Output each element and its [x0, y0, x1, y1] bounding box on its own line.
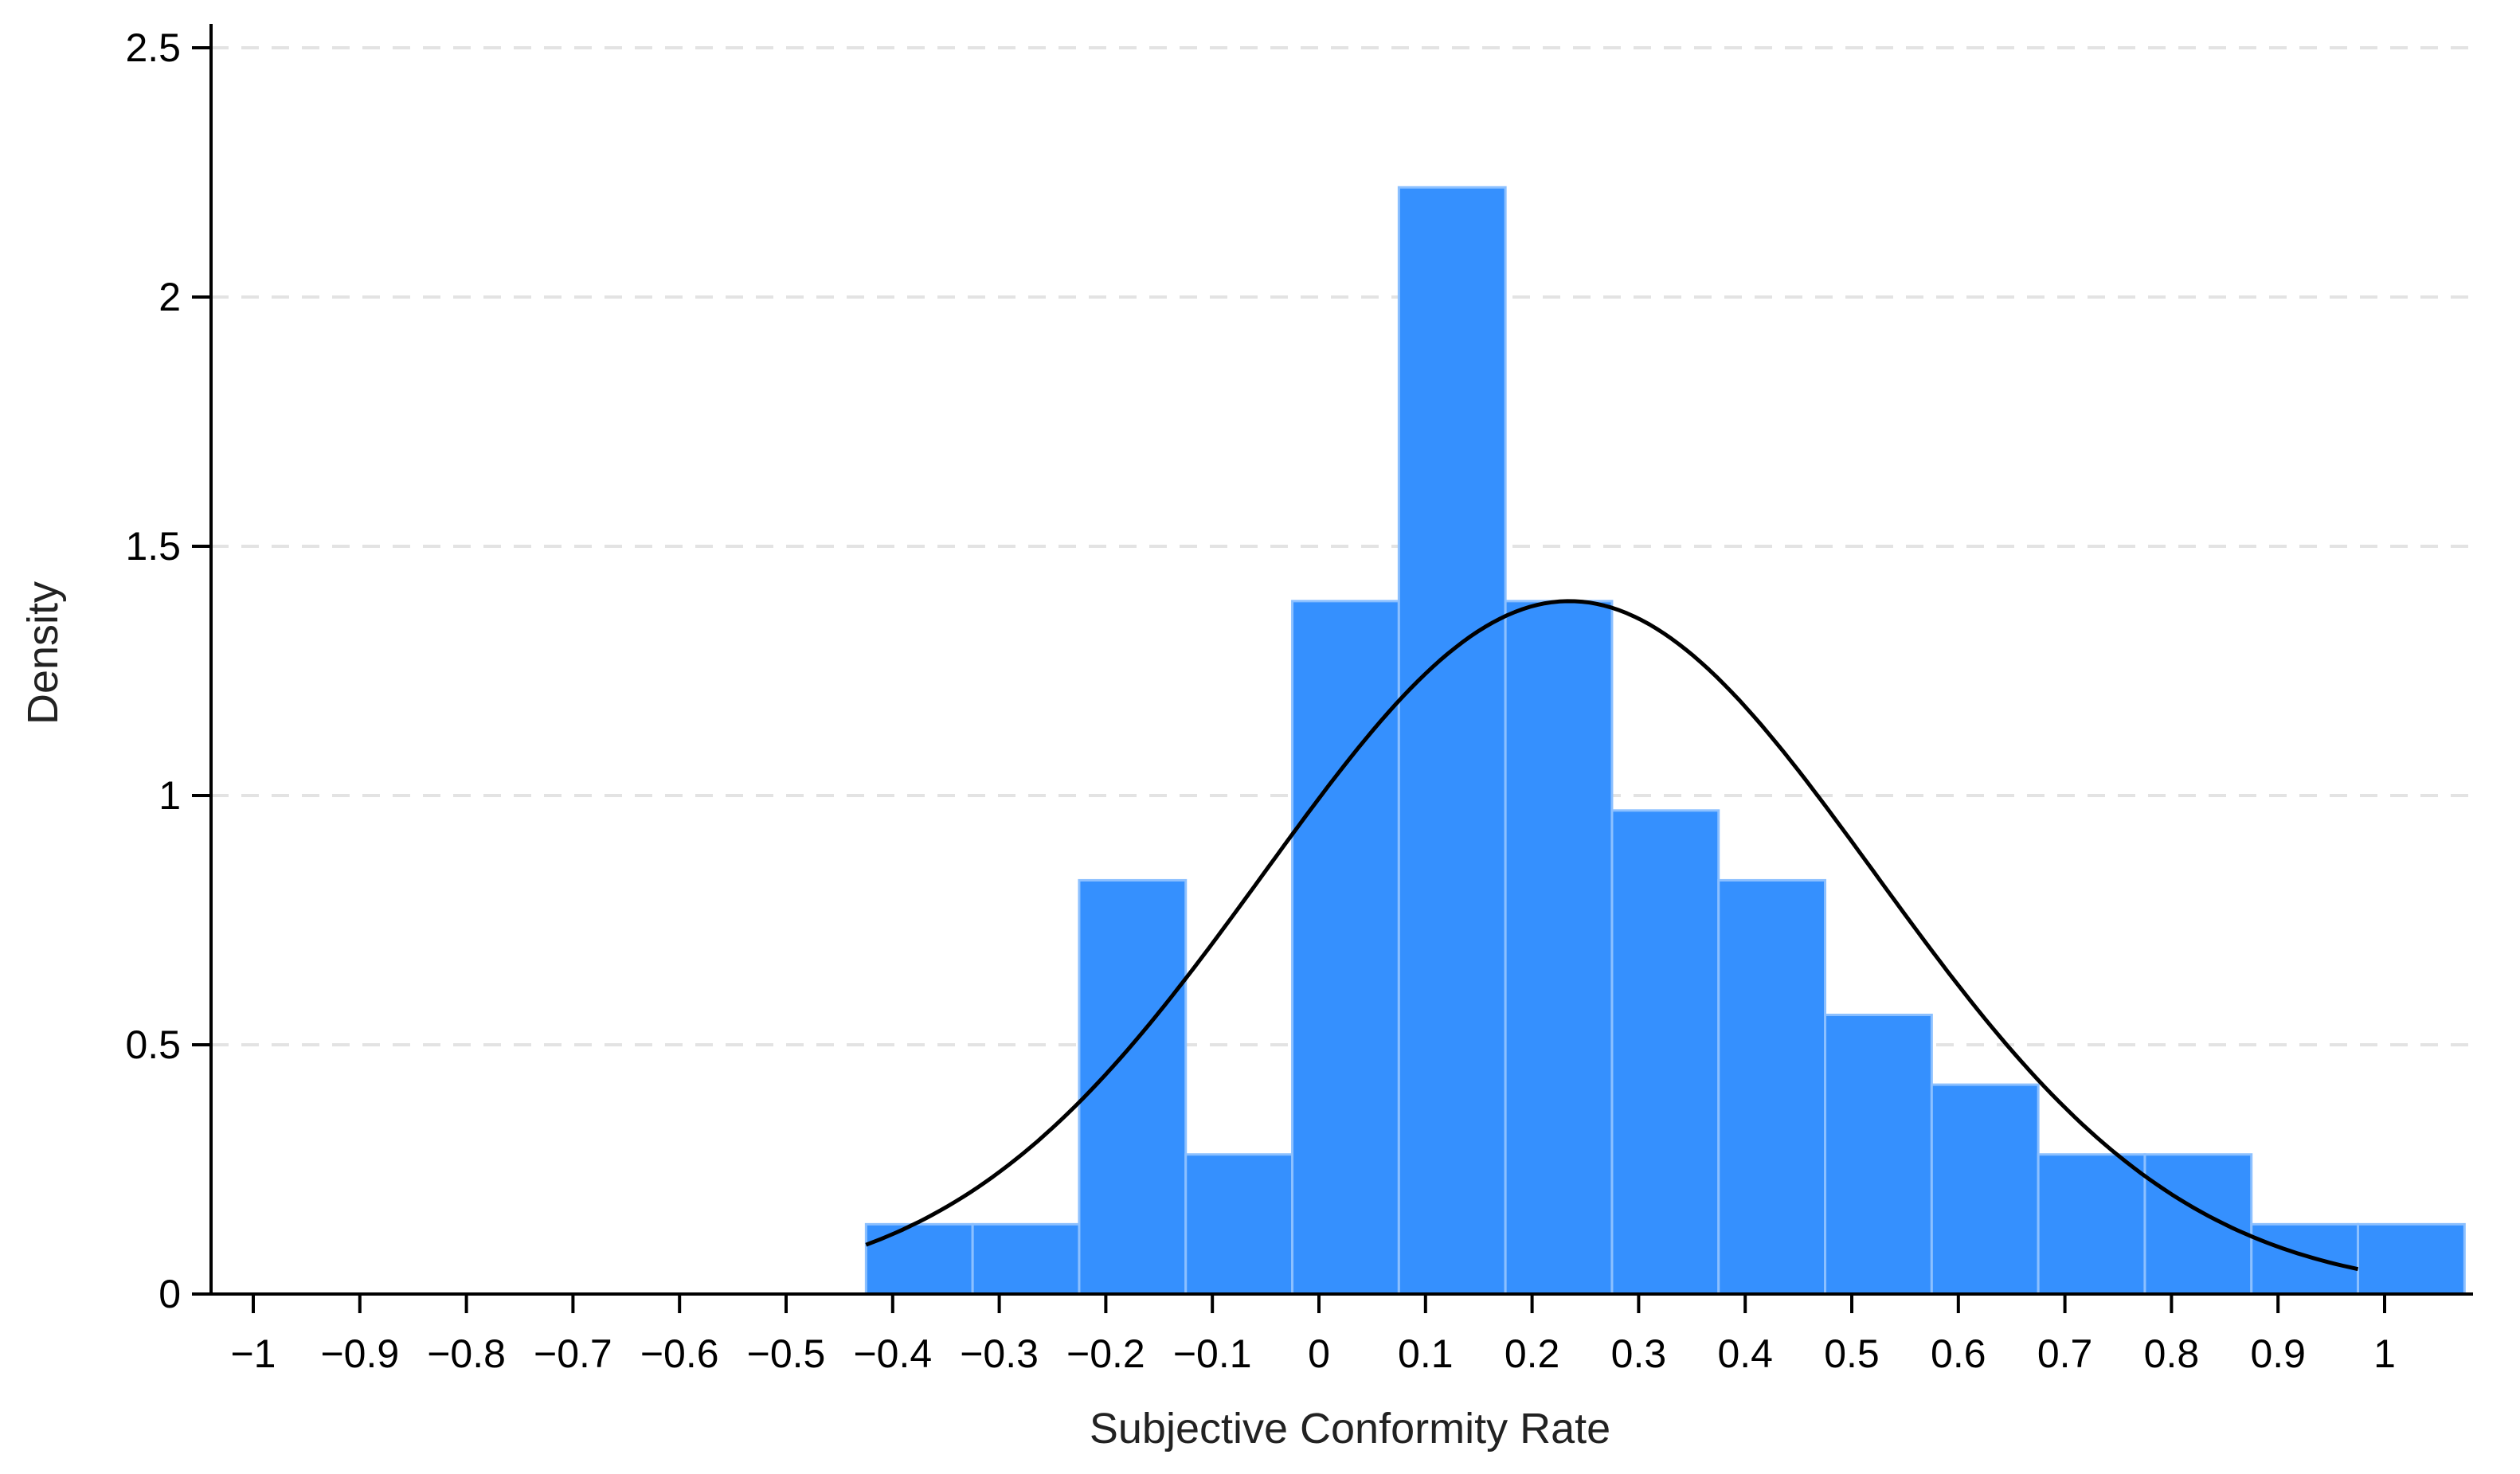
histogram-bar: [1504, 600, 1614, 1296]
x-tick-label: 0.6: [1931, 1331, 1986, 1376]
x-tick-label: 0.9: [2250, 1331, 2306, 1376]
x-tick-label: −0.7: [534, 1331, 612, 1376]
y-tick-label: 1.5: [125, 524, 181, 569]
x-tick-label: 0.1: [1398, 1331, 1454, 1376]
x-tick-label: −0.3: [960, 1331, 1039, 1376]
x-tick-label: 0.3: [1611, 1331, 1667, 1376]
x-tick-label: −0.8: [427, 1331, 506, 1376]
y-tick-label: 2.5: [125, 25, 181, 70]
histogram-bar: [2143, 1153, 2253, 1296]
normal-density-curve: [865, 599, 2359, 1272]
histogram-bar: [864, 1222, 974, 1296]
tick-labels: 0 0.5 1 1.5 2 2.5 −1 −0.9 −0.8 −0.7 −0.6 −0.5 −0.4 −0…: [125, 25, 2395, 1376]
x-tick-label: −1: [230, 1331, 276, 1376]
x-tick-label: 1: [2373, 1331, 2396, 1376]
histogram-bar: [1930, 1083, 2040, 1296]
normal-density-curve-group: [865, 599, 2359, 1272]
histogram-bar: [2250, 1222, 2360, 1296]
histogram-bar: [1078, 878, 1188, 1296]
y-tick-label: 2: [158, 275, 181, 319]
histogram-bar: [1717, 878, 1827, 1296]
x-tick-label: 0.4: [1717, 1331, 1773, 1376]
gridlines: [211, 46, 2473, 1046]
x-tick-label: 0.5: [1824, 1331, 1880, 1376]
histogram-bar: [971, 1222, 1081, 1296]
x-tick-label: 0.8: [2144, 1331, 2200, 1376]
x-tick-label: −0.4: [853, 1331, 932, 1376]
x-tick-label: −0.6: [640, 1331, 719, 1376]
x-tick-label: −0.2: [1066, 1331, 1145, 1376]
histogram-bar: [1291, 600, 1400, 1296]
x-tick-label: −0.1: [1173, 1331, 1252, 1376]
y-tick-label: 0: [158, 1272, 181, 1316]
axes: [192, 24, 2473, 1313]
x-tick-label: 0.2: [1505, 1331, 1560, 1376]
x-tick-label: 0.7: [2037, 1331, 2093, 1376]
histogram-bar: [1610, 809, 1720, 1296]
histogram-bar: [2357, 1222, 2466, 1296]
x-tick-label: 0: [1308, 1331, 1330, 1376]
x-tick-label: −0.5: [747, 1331, 826, 1376]
histogram-bar: [1184, 1153, 1294, 1296]
histogram-bars: [864, 186, 2466, 1296]
x-axis-title: Subjective Conformity Rate: [1090, 1405, 1610, 1452]
y-tick-label: 0.5: [125, 1022, 181, 1067]
histogram-bar: [1824, 1013, 1933, 1296]
histogram-bar: [1397, 186, 1507, 1296]
histogram-bar: [2037, 1153, 2146, 1296]
y-tick-label: 1: [158, 773, 181, 818]
y-axis-title: Density: [19, 581, 67, 725]
x-tick-label: −0.9: [320, 1331, 399, 1376]
